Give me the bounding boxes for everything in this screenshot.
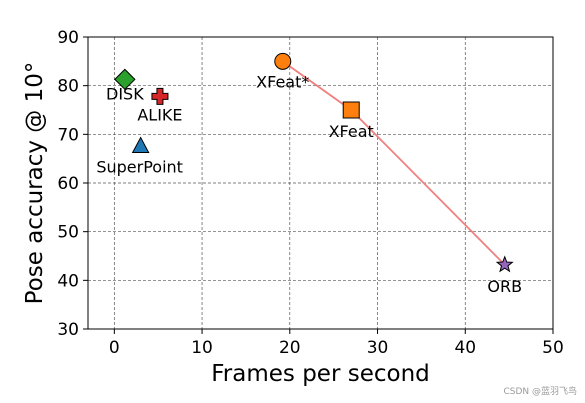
point-label-disk: DISK bbox=[106, 84, 144, 103]
y-tick-label: 50 bbox=[57, 223, 79, 243]
x-tick-label: 10 bbox=[191, 338, 213, 358]
x-tick-label: 40 bbox=[454, 338, 476, 358]
xfeat-marker bbox=[274, 52, 292, 70]
ticks: 0 10 20 30 40 50 30 40 50 60 70 80 90 bbox=[57, 28, 563, 358]
point-labels: DISK ALIKE SuperPoint XFeat* XFeat ORB bbox=[96, 72, 522, 295]
y-tick-label: 70 bbox=[57, 125, 79, 145]
x-tick-label: 20 bbox=[279, 338, 301, 358]
watermark: CSDN @蓝羽飞鸟 bbox=[503, 387, 577, 397]
point-label-orb: ORB bbox=[487, 277, 522, 296]
grid bbox=[88, 36, 554, 330]
x-tick-label: 50 bbox=[542, 338, 564, 358]
x-tick-label: 0 bbox=[109, 338, 120, 358]
markers bbox=[114, 52, 514, 273]
y-tick-label: 90 bbox=[57, 28, 79, 48]
alike-marker bbox=[151, 87, 169, 105]
x-tick-label: 30 bbox=[367, 338, 389, 358]
connecting-line bbox=[282, 60, 506, 266]
y-tick-label: 60 bbox=[57, 174, 79, 194]
y-tick-label: 80 bbox=[57, 77, 79, 97]
point-label-alike: ALIKE bbox=[137, 105, 182, 124]
y-tick-label: 40 bbox=[57, 271, 79, 291]
x-axis-title: Frames per second bbox=[211, 361, 430, 387]
point-label-superpoint: SuperPoint bbox=[96, 158, 183, 177]
y-axis-title: Pose accuracy @ 10° bbox=[22, 62, 48, 305]
superpoint-marker bbox=[131, 136, 150, 153]
xfeat-marker bbox=[342, 101, 360, 119]
connecting-line-layer bbox=[282, 60, 506, 266]
disk-marker bbox=[114, 68, 136, 91]
point-label-xfeat: XFeat* bbox=[256, 72, 309, 91]
orb-marker bbox=[495, 255, 514, 273]
point-label-xfeat: XFeat bbox=[329, 122, 374, 141]
y-tick-label: 30 bbox=[57, 320, 79, 340]
